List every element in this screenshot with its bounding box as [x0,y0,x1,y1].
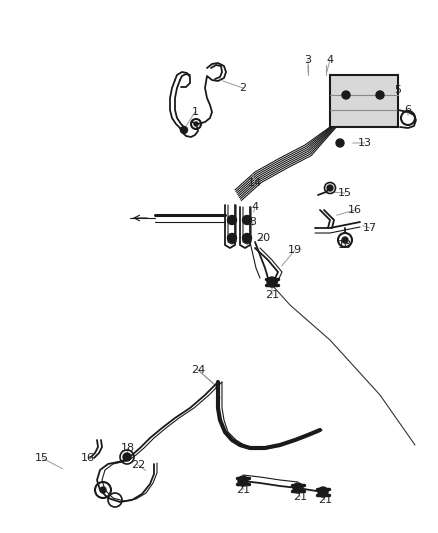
Text: 13: 13 [358,138,372,148]
Text: 21: 21 [318,495,332,505]
Circle shape [243,233,251,243]
Text: 6: 6 [405,105,411,115]
Circle shape [336,139,344,147]
Text: 18: 18 [338,240,352,250]
Text: 16: 16 [348,205,362,215]
Text: 4: 4 [326,55,334,65]
Text: 4: 4 [251,202,258,212]
Text: 19: 19 [288,245,302,255]
Text: 2: 2 [240,83,247,93]
Circle shape [227,233,237,243]
Text: 15: 15 [338,188,352,198]
Circle shape [342,91,350,99]
Circle shape [327,185,333,191]
Text: 17: 17 [363,223,377,233]
Text: 14: 14 [248,178,262,188]
Text: 15: 15 [35,453,49,463]
Text: 21: 21 [265,290,279,300]
Circle shape [376,91,384,99]
Circle shape [100,487,106,493]
Text: 16: 16 [81,453,95,463]
Text: 5: 5 [395,85,402,95]
Circle shape [227,215,237,224]
Text: 21: 21 [293,492,307,502]
Text: 3: 3 [250,217,257,227]
Circle shape [238,476,248,486]
Circle shape [194,122,198,126]
Circle shape [243,215,251,224]
Text: 24: 24 [191,365,205,375]
Circle shape [123,453,131,461]
Circle shape [267,277,277,287]
Circle shape [180,126,187,133]
Text: 21: 21 [236,485,250,495]
Text: 22: 22 [131,460,145,470]
Circle shape [318,487,328,497]
FancyBboxPatch shape [330,75,398,127]
Circle shape [293,483,303,493]
Text: 3: 3 [304,55,311,65]
Text: 20: 20 [256,233,270,243]
Text: 1: 1 [191,107,198,117]
Circle shape [342,237,348,243]
Text: 18: 18 [121,443,135,453]
